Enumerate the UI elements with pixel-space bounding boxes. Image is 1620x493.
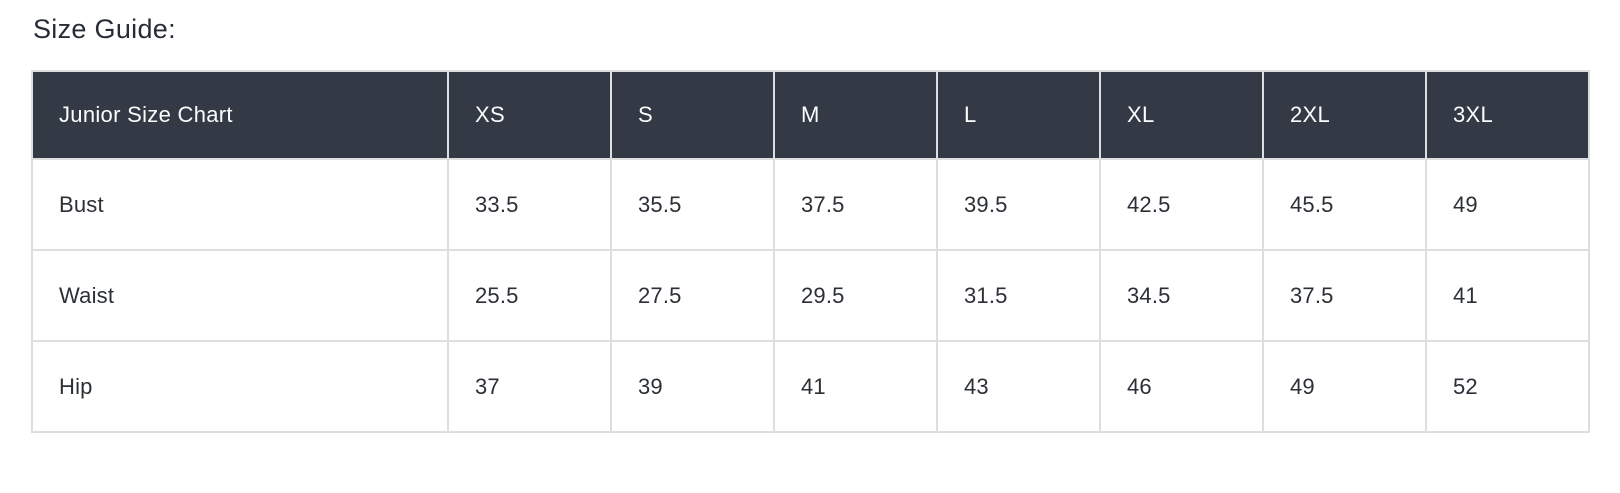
- size-value-cell: 49: [1262, 340, 1427, 434]
- size-value-cell: 37.5: [1262, 249, 1427, 343]
- column-header-m: M: [773, 70, 938, 161]
- column-header-l: L: [936, 70, 1101, 161]
- table-row-bust: Bust 33.5 35.5 37.5 39.5 42.5 45.5 49: [31, 158, 1590, 252]
- size-chart-table: Junior Size Chart XS S M L XL 2XL 3XL Bu…: [31, 70, 1590, 434]
- size-value-cell: 31.5: [936, 249, 1101, 343]
- row-label: Hip: [31, 340, 449, 434]
- size-value-cell: 45.5: [1262, 158, 1427, 252]
- size-value-cell: 39: [610, 340, 775, 434]
- column-header-chart-name: Junior Size Chart: [31, 70, 449, 161]
- table-row-waist: Waist 25.5 27.5 29.5 31.5 34.5 37.5 41: [31, 249, 1590, 343]
- column-header-xl: XL: [1099, 70, 1264, 161]
- size-value-cell: 39.5: [936, 158, 1101, 252]
- column-header-2xl: 2XL: [1262, 70, 1427, 161]
- size-value-cell: 41: [1425, 249, 1590, 343]
- size-value-cell: 52: [1425, 340, 1590, 434]
- size-value-cell: 25.5: [447, 249, 612, 343]
- size-value-cell: 27.5: [610, 249, 775, 343]
- column-header-3xl: 3XL: [1425, 70, 1590, 161]
- row-label: Waist: [31, 249, 449, 343]
- row-label: Bust: [31, 158, 449, 252]
- page-title: Size Guide:: [33, 14, 176, 44]
- size-value-cell: 29.5: [773, 249, 938, 343]
- table-row-hip: Hip 37 39 41 43 46 49 52: [31, 340, 1590, 434]
- size-value-cell: 46: [1099, 340, 1264, 434]
- size-value-cell: 41: [773, 340, 938, 434]
- size-value-cell: 49: [1425, 158, 1590, 252]
- size-value-cell: 35.5: [610, 158, 775, 252]
- size-value-cell: 43: [936, 340, 1101, 434]
- size-value-cell: 37: [447, 340, 612, 434]
- column-header-s: S: [610, 70, 775, 161]
- column-header-xs: XS: [447, 70, 612, 161]
- header-row: Junior Size Chart XS S M L XL 2XL 3XL: [31, 70, 1590, 161]
- size-value-cell: 33.5: [447, 158, 612, 252]
- size-value-cell: 42.5: [1099, 158, 1264, 252]
- size-value-cell: 37.5: [773, 158, 938, 252]
- size-value-cell: 34.5: [1099, 249, 1264, 343]
